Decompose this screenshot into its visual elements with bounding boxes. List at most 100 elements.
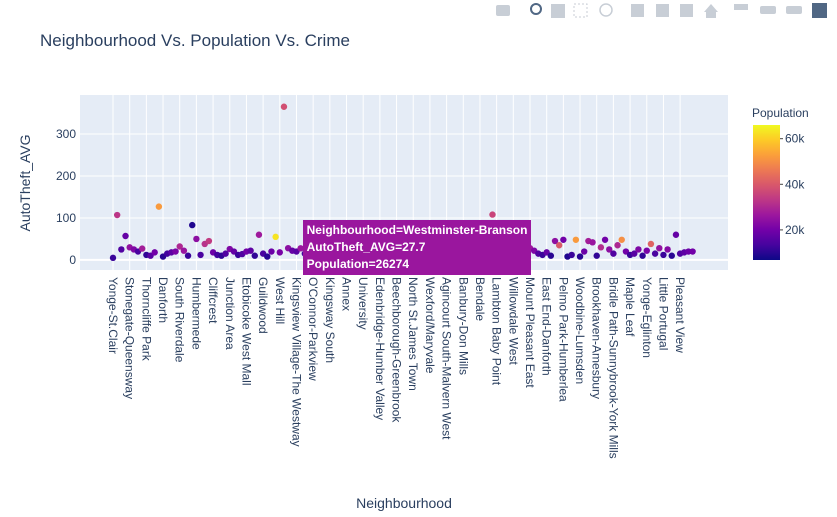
- point: [122, 232, 129, 240]
- point: [272, 233, 279, 241]
- point: [189, 221, 196, 229]
- x-tick-label: Kingsview Village-The Westway: [289, 277, 303, 447]
- point: [672, 231, 680, 238]
- point: [635, 246, 642, 253]
- x-tick-label: Humbermede: [189, 277, 203, 350]
- y-tick-label: 300: [56, 127, 76, 141]
- pan-icon[interactable]: [551, 4, 565, 18]
- point: [247, 247, 254, 254]
- hover-line: AutoTheft_AVG=27.7: [306, 240, 426, 255]
- x-tick-label: Thorncliffe Park: [139, 277, 153, 362]
- point: [656, 244, 663, 252]
- point: [614, 242, 621, 249]
- box-select-icon[interactable]: [573, 3, 588, 18]
- x-tick-label: Banbury-Don Mills: [456, 277, 470, 375]
- x-axis-title: Neighbourhood: [356, 495, 452, 511]
- point: [118, 246, 125, 253]
- point: [639, 252, 646, 259]
- x-tick-label: South Riverdale: [173, 277, 187, 363]
- point: [589, 239, 596, 246]
- lasso-icon[interactable]: [599, 3, 613, 17]
- hover-line: Population=26274: [306, 257, 410, 272]
- x-tick-label: Danforth: [156, 277, 170, 323]
- point: [601, 236, 609, 243]
- point: [276, 249, 283, 256]
- hover-compare-icon[interactable]: [786, 6, 802, 14]
- y-tick-label: 200: [56, 169, 76, 183]
- point: [597, 244, 605, 251]
- x-tick-label: University: [356, 277, 370, 330]
- point: [643, 247, 650, 254]
- x-tick-label: Cliffcrest: [206, 277, 220, 324]
- x-tick-label: Annex: [340, 277, 354, 311]
- x-tick-label: Bendale: [473, 277, 487, 321]
- point: [268, 248, 275, 255]
- colorbar: [753, 125, 780, 260]
- hover-closest-icon[interactable]: [760, 6, 776, 14]
- x-tick-label: Mount Pleasant East: [523, 277, 537, 388]
- point: [668, 252, 675, 259]
- reset-icon[interactable]: [704, 4, 718, 18]
- modebar: [496, 3, 827, 18]
- point: [264, 253, 271, 260]
- x-tick-label: Junction Area: [223, 277, 237, 350]
- x-tick-label: Pleasant View: [673, 277, 687, 353]
- point: [109, 254, 117, 262]
- point: [113, 211, 121, 219]
- x-tick-label: Little Portugal: [656, 277, 670, 350]
- zoom-in-icon[interactable]: [631, 4, 644, 17]
- x-tick-label: Kingsway South: [323, 277, 337, 363]
- x-tick-label: Yonge-St.Clair: [106, 277, 120, 354]
- point: [172, 248, 179, 255]
- point: [647, 240, 655, 248]
- x-tick-label: East End-Danforth: [540, 277, 554, 376]
- colorbar-tick-label: 40k: [785, 177, 805, 191]
- point: [180, 247, 188, 254]
- point: [197, 251, 204, 259]
- x-tick-label: Etobicoke West Mall: [239, 277, 253, 386]
- x-tick-label: Stonegate-Queensway: [123, 277, 137, 399]
- point: [280, 103, 288, 110]
- point: [618, 236, 625, 243]
- point: [547, 252, 555, 259]
- point: [606, 246, 613, 253]
- point: [193, 235, 200, 243]
- x-tick-label: Pelmo Park-Humberlea: [556, 277, 570, 402]
- zoom-icon[interactable]: [530, 3, 542, 15]
- x-tick-label: Yonge-Eglinton: [640, 277, 654, 358]
- point: [222, 250, 229, 257]
- point: [610, 250, 617, 257]
- x-tick-label: Beechborough-Greenbrook: [390, 277, 404, 423]
- x-tick-label: Maple Leaf: [623, 277, 637, 337]
- x-tick-label: Bridle Path-Sunnybrook-York Mills: [606, 277, 620, 459]
- x-tick-label: Willowdale West: [506, 277, 520, 365]
- zoom-out-icon[interactable]: [656, 4, 669, 17]
- point: [572, 236, 580, 243]
- point: [297, 245, 304, 252]
- point: [581, 248, 588, 255]
- point: [555, 242, 563, 249]
- point: [155, 203, 163, 210]
- hover-line: Neighbourhood=Westminster-Branson: [306, 223, 528, 238]
- point: [660, 251, 667, 259]
- x-tick-label: Woodbine-Lumsden: [573, 277, 587, 384]
- y-axis-title: AutoTheft_AVG: [17, 134, 33, 231]
- spike-icon[interactable]: [734, 4, 748, 10]
- point: [489, 211, 496, 218]
- point: [205, 237, 213, 245]
- point: [255, 231, 263, 238]
- y-tick-label: 0: [69, 253, 76, 267]
- camera-icon[interactable]: [496, 5, 510, 16]
- hover-tooltip: Neighbourhood=Westminster-Branson AutoTh…: [302, 220, 532, 276]
- x-tick-label: Lambton Baby Point: [490, 277, 504, 386]
- x-tick-label: Edenbridge-Humber Valley: [373, 277, 387, 420]
- x-tick-label: Wexford/Maryvale: [423, 277, 437, 374]
- colorbar-tick-label: 60k: [785, 132, 805, 146]
- point: [631, 250, 638, 257]
- autoscale-icon[interactable]: [680, 4, 693, 17]
- plotly-logo[interactable]: [812, 3, 827, 18]
- colorbar-title: Population: [752, 106, 809, 120]
- point: [184, 252, 192, 259]
- point: [560, 236, 567, 243]
